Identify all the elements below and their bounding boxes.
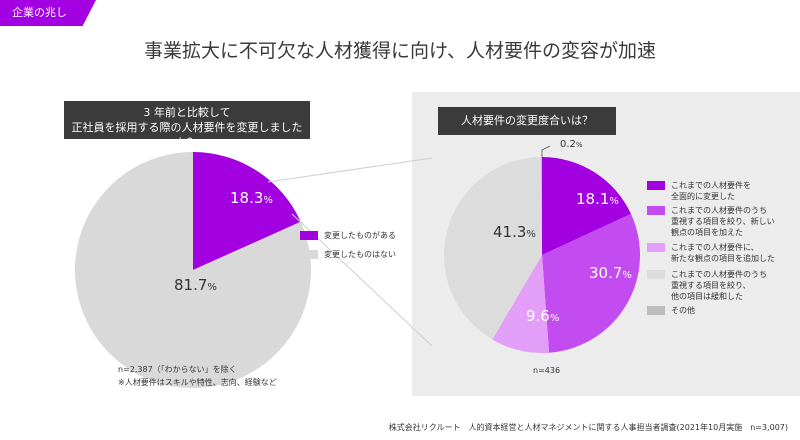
left-legend-swatch-1 (300, 250, 318, 259)
right-slice-label-4: 0.2% (560, 139, 583, 150)
left-pie-slice-1 (75, 152, 312, 389)
left-notes: n=2,387（「わからない」を除く ※人材要件はスキルや特性、志向、経験など (118, 363, 277, 389)
left-legend: 変更したものがある 変更したものはない (300, 230, 410, 270)
source-note: 株式会社リクルート 人的資本経営と人材マネジメントに関する人事担当者調査(202… (388, 423, 788, 432)
right-legend-item-0: これまでの人材要件を 全面的に変更した (647, 180, 751, 202)
right-legend: これまでの人材要件を 全面的に変更したこれまでの人材要件のうち 重視する項目を絞… (647, 180, 797, 320)
left-question-box: 3 年前と比較して 正社員を採用する際の人材要件を変更しましたか？ (64, 101, 310, 149)
left-question-line1: 3 年前と比較して (143, 106, 231, 119)
callout-line-top (267, 157, 433, 183)
left-legend-label-0: 変更したものがある (324, 231, 396, 240)
right-legend-item-4: その他 (647, 305, 695, 316)
right-pie-slice-1 (542, 213, 640, 353)
right-pie-slice-2 (492, 255, 550, 353)
right-legend-swatch-1 (647, 206, 665, 215)
right-sample-size: n=436 (533, 366, 561, 375)
right-slice-label-2: 9.6% (526, 307, 559, 325)
right-slice-label-3: 41.3% (493, 223, 536, 241)
right-slice-label-1: 30.7% (589, 264, 632, 282)
right-legend-label-4: その他 (671, 306, 695, 315)
left-slice-label-0: 18.3% (230, 189, 273, 207)
right-legend-label-2: これまでの人材要件に、 新たな観点の項目を追加した (671, 243, 775, 263)
right-leader-line-other (541, 145, 551, 157)
right-legend-label-1: これまでの人材要件のうち 重視する項目を絞り、新しい 観点の項目を加えた (671, 206, 775, 237)
left-question-line2: 正社員を採用する際の人材要件を変更しましたか？ (71, 121, 303, 149)
right-question-box: 人材要件の変更度合いは？ (438, 107, 616, 135)
right-slice-label-0: 18.1% (576, 190, 619, 208)
right-pie-slice-3 (444, 157, 542, 340)
left-legend-swatch-0 (300, 231, 318, 240)
right-legend-swatch-0 (647, 181, 665, 190)
section-tag: 企業の兆し (0, 0, 96, 26)
right-pie-slice-4 (540, 157, 542, 255)
left-legend-label-1: 変更したものはない (324, 250, 396, 259)
left-note-n: n=2,387（「わからない」を除く (118, 365, 237, 374)
page-title: 事業拡大に不可欠な人材獲得に向け、人材要件の変容が加速 (143, 40, 657, 62)
right-pie-slice-0 (542, 157, 631, 255)
right-legend-item-2: これまでの人材要件に、 新たな観点の項目を追加した (647, 242, 775, 264)
right-legend-label-0: これまでの人材要件を 全面的に変更した (671, 181, 751, 201)
left-note-definition: ※人材要件はスキルや特性、志向、経験など (118, 378, 277, 387)
left-legend-item-1: 変更したものはない (300, 249, 396, 260)
right-legend-label-3: これまでの人材要件のうち 重視する項目を絞り、 他の項目は緩和した (671, 270, 767, 301)
left-pie-slice-0 (193, 152, 301, 270)
left-slice-label-1: 81.7% (174, 276, 217, 294)
right-legend-swatch-2 (647, 243, 665, 252)
left-legend-item-0: 変更したものがある (300, 230, 396, 241)
right-legend-swatch-4 (647, 306, 665, 315)
right-legend-item-1: これまでの人材要件のうち 重視する項目を絞り、新しい 観点の項目を加えた (647, 205, 775, 238)
right-legend-swatch-3 (647, 270, 665, 279)
right-legend-item-3: これまでの人材要件のうち 重視する項目を絞り、 他の項目は緩和した (647, 269, 767, 302)
